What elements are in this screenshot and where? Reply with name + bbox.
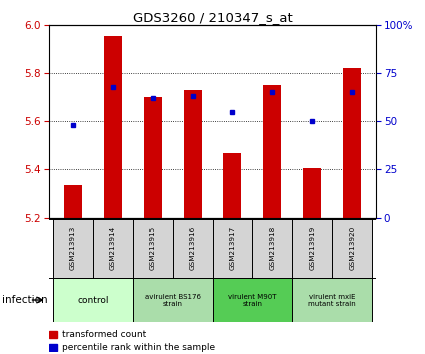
Text: GSM213915: GSM213915 [150,225,156,270]
Text: avirulent BS176
strain: avirulent BS176 strain [144,293,201,307]
Bar [133,278,212,322]
Text: transformed count: transformed count [62,330,146,339]
Bar [49,331,57,338]
Text: GSM213919: GSM213919 [309,225,315,270]
Bar [343,68,361,218]
Bar [53,219,93,278]
Bar [133,219,173,278]
Text: control: control [77,296,108,304]
Bar [303,168,321,218]
Bar [212,219,252,278]
Text: GSM213914: GSM213914 [110,225,116,270]
Bar [64,185,82,218]
Bar [93,219,133,278]
Bar [184,90,201,218]
Text: GSM213920: GSM213920 [349,225,355,270]
Bar [144,97,162,218]
Title: GDS3260 / 210347_s_at: GDS3260 / 210347_s_at [133,11,292,24]
Bar [53,278,133,322]
Text: virulent M90T
strain: virulent M90T strain [228,293,277,307]
Bar [173,219,212,278]
Bar [292,219,332,278]
Text: percentile rank within the sample: percentile rank within the sample [62,343,215,352]
Bar [212,278,292,322]
Text: GSM213917: GSM213917 [230,225,235,270]
Text: virulent mxiE
mutant strain: virulent mxiE mutant strain [309,293,356,307]
Bar [49,344,57,351]
Bar [332,219,372,278]
Bar [252,219,292,278]
Text: GSM213913: GSM213913 [70,225,76,270]
Text: infection: infection [2,295,48,305]
Bar [104,36,122,218]
Bar [292,278,372,322]
Text: GSM213918: GSM213918 [269,225,275,270]
Bar [224,153,241,218]
Bar [264,85,281,218]
Text: GSM213916: GSM213916 [190,225,196,270]
